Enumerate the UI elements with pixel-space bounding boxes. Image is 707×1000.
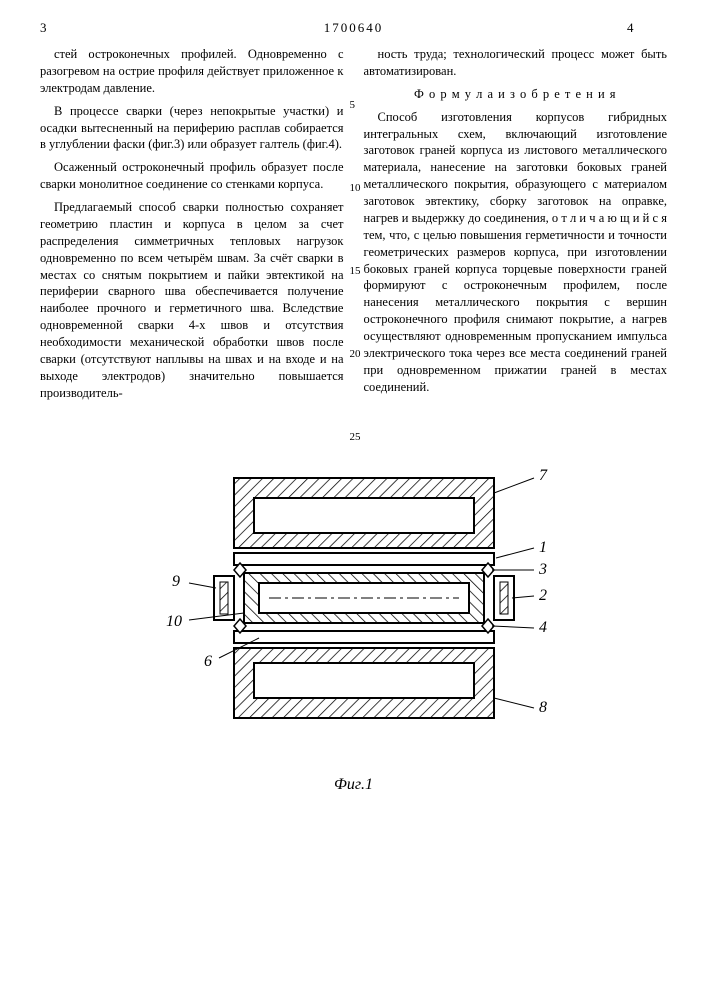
paragraph: стей остроконечных профилей. Одновременн… <box>40 46 344 97</box>
figure-1: 7 1 3 2 4 8 9 10 6 <box>40 448 667 768</box>
text-columns: стей остроконечных профилей. Одновременн… <box>40 46 667 408</box>
label-10: 10 <box>166 613 182 630</box>
page-number-right: 4 <box>627 20 667 36</box>
line-mark: 15 <box>350 264 361 279</box>
label-3: 3 <box>538 561 547 578</box>
label-2: 2 <box>539 587 547 604</box>
label-9: 9 <box>172 573 180 590</box>
paragraph: ность труда; технологический процесс мож… <box>364 46 668 80</box>
right-column: 5 10 15 20 25 ность труда; технологическ… <box>364 46 668 408</box>
page: 3 1700640 4 стей остроконечных профилей.… <box>0 0 707 1000</box>
label-8: 8 <box>539 699 547 716</box>
paragraph: Способ изготовления корпусов гибридных и… <box>364 109 668 396</box>
formula-title: Ф о р м у л а и з о б р е т е н и я <box>364 86 668 103</box>
paragraph: В процессе сварки (через непокрытые учас… <box>40 103 344 154</box>
left-column: стей остроконечных профилей. Одновременн… <box>40 46 344 408</box>
line-mark: 10 <box>350 181 361 196</box>
label-7: 7 <box>539 467 548 484</box>
line-mark: 5 <box>350 98 356 113</box>
page-number-left: 3 <box>40 20 80 36</box>
paragraph: Предлагаемый способ сварки полностью сох… <box>40 199 344 402</box>
line-mark: 20 <box>350 347 361 362</box>
figure-svg: 7 1 3 2 4 8 9 10 6 <box>134 448 574 768</box>
page-header: 3 1700640 4 <box>40 20 667 36</box>
label-1: 1 <box>539 539 547 556</box>
label-6: 6 <box>204 653 212 670</box>
document-number: 1700640 <box>324 20 384 36</box>
label-4: 4 <box>539 619 547 636</box>
figure-caption: Фиг.1 <box>40 776 667 794</box>
line-mark: 25 <box>350 430 361 445</box>
paragraph: Осаженный остроконечный профиль образует… <box>40 159 344 193</box>
